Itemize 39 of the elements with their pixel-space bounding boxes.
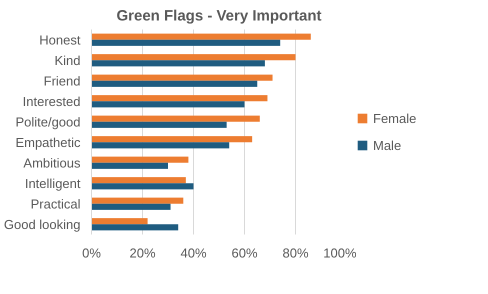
x-tick-label: 0% — [82, 246, 102, 260]
x-tick-label: 20% — [129, 246, 156, 260]
legend-label: Female — [373, 110, 416, 126]
y-tick-label: Good looking — [4, 216, 81, 232]
y-tick-label: Intelligent — [24, 176, 81, 191]
chart-title: Green Flags - Very Important — [116, 8, 322, 24]
bar — [92, 142, 230, 148]
bar — [92, 204, 171, 210]
x-tick-label: 100% — [323, 246, 357, 260]
y-tick-label: Friend — [44, 73, 81, 88]
bar — [92, 40, 280, 46]
legend-label: Male — [373, 138, 402, 152]
bar — [92, 224, 178, 230]
bar — [92, 198, 184, 204]
bar — [92, 162, 168, 169]
bar — [92, 156, 188, 163]
y-tick-label: Kind — [54, 52, 81, 68]
bar — [92, 136, 252, 142]
x-tick-label: 60% — [231, 246, 258, 260]
bar — [92, 80, 258, 87]
y-tick-label: Empathetic — [15, 134, 81, 150]
bar — [92, 116, 260, 122]
y-tick-label: Interested — [22, 94, 81, 109]
x-tick-label: 40% — [180, 246, 207, 260]
y-tick-label: Polite/good — [15, 114, 81, 130]
y-tick-label: Practical — [30, 196, 81, 212]
bar — [92, 177, 186, 184]
y-tick-label: Honest — [39, 32, 81, 48]
y-tick-label: Ambitious — [23, 155, 81, 170]
bar — [92, 218, 148, 224]
bar — [92, 122, 227, 128]
bar — [92, 34, 311, 40]
bar — [92, 101, 244, 108]
bar — [92, 74, 273, 81]
bar — [92, 60, 265, 66]
x-tick-label: 80% — [282, 246, 309, 260]
bar — [92, 54, 296, 60]
bar — [92, 183, 194, 190]
bar — [92, 95, 268, 102]
